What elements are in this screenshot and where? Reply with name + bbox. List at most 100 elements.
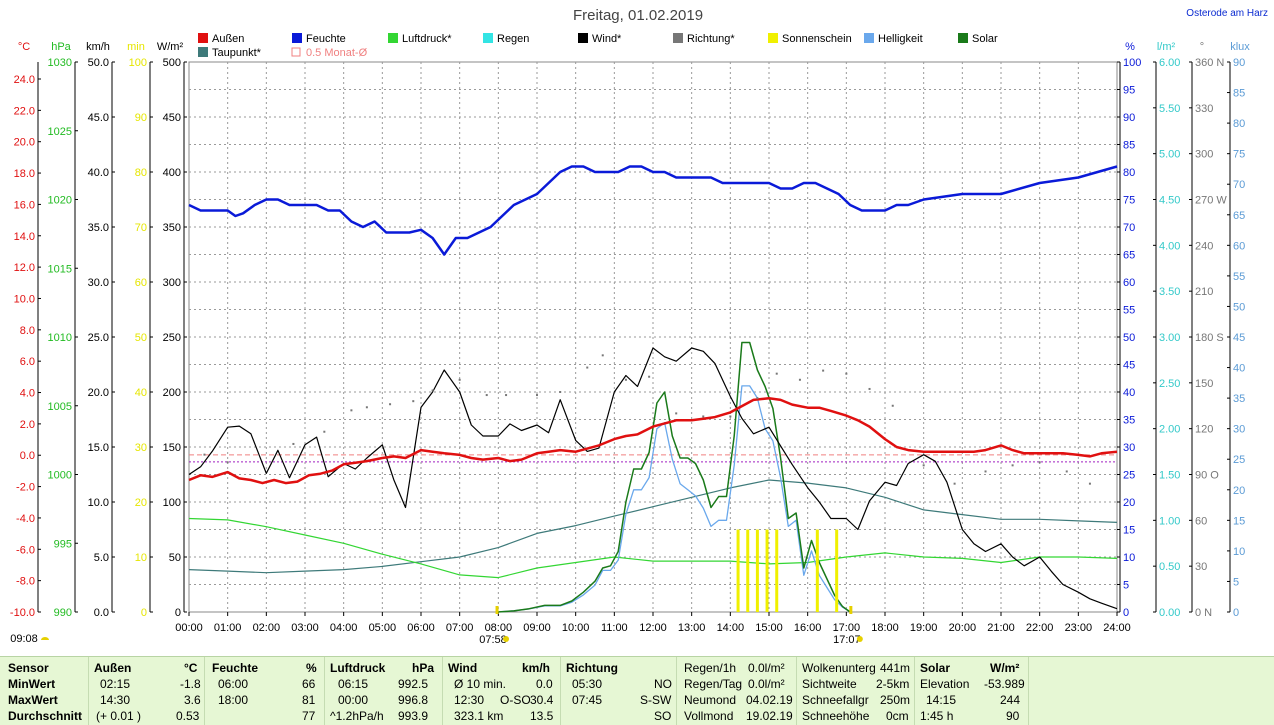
axis-tick-label: 0: [1123, 607, 1129, 619]
axis-tick-label: 50.0: [88, 57, 109, 69]
axis-tick-label: 5: [1233, 576, 1239, 588]
x-tick-label: 12:00: [639, 622, 667, 634]
axis-tick-label: 100: [129, 57, 147, 69]
x-tick-label: 15:00: [755, 622, 783, 634]
series-feuchte: [188, 165, 1118, 256]
axis-tick-label: 0: [1233, 607, 1239, 619]
richtung-max-value: S-SW: [640, 693, 672, 707]
direction-point: [648, 375, 651, 378]
solar-unit: W/m²: [990, 661, 1020, 675]
axis-unit-4: W/m²: [157, 41, 184, 53]
axis-tick-label: -2.0: [16, 482, 35, 494]
direction-point: [1065, 470, 1068, 473]
solar-max-time: 14:15: [926, 693, 957, 707]
axis-unit-r0: %: [1125, 41, 1135, 53]
direction-point: [292, 442, 295, 445]
axes: °C 24.0 22.0 20.0 18.0 16.0 14.0 12.0 10.0 8.0 6.0…: [10, 41, 1250, 619]
feuchte-min-time: 06:00: [218, 677, 249, 691]
axis-tick-label: 75: [1123, 195, 1135, 207]
x-tick-label: 20:00: [949, 622, 977, 634]
axis-tick-label: 0: [175, 607, 181, 619]
marks: [188, 165, 1118, 613]
feuchte-max-value: 81: [302, 693, 316, 707]
direction-point: [775, 372, 778, 375]
series-line: [497, 385, 851, 613]
axis-tick-label: 300: [1195, 149, 1213, 161]
axis-tick-label: 0: [141, 607, 147, 619]
axis-tick-label: 360 N: [1195, 57, 1224, 69]
axis-tick-label: 90: [1233, 57, 1245, 69]
legend: Außen Feuchte Luftdruck* Regen Wind* Richtung…: [198, 33, 998, 59]
axis-tick-label: 40: [1233, 363, 1245, 375]
series-taupunkt: [188, 479, 1118, 574]
info-schneefall-label: Schneefallgr: [802, 693, 869, 707]
axis-tick-label: 0.0: [20, 450, 35, 462]
axis-tick-label: 0.00: [1159, 607, 1180, 619]
col-header-richtung: Richtung: [566, 661, 618, 675]
direction-point: [412, 400, 415, 403]
axis-tick-label: 180 S: [1195, 332, 1224, 344]
axis-tick-label: 85: [1123, 140, 1135, 152]
axis-tick-label: 1005: [48, 401, 72, 413]
axis-tick-label: 240: [1195, 240, 1213, 252]
sunshine-bar: [775, 529, 779, 612]
direction-point: [586, 366, 589, 369]
richtung-avg-value: SO: [654, 709, 672, 723]
axis-tick-label: 14.0: [14, 231, 35, 243]
legend-label: Richtung*: [687, 33, 735, 45]
luftdruck-min-time: 06:15: [338, 677, 369, 691]
x-tick-label: 23:00: [1065, 622, 1093, 634]
axis-tick-label: 10.0: [14, 293, 35, 305]
axis-tick-label: 80: [1123, 167, 1135, 179]
axis-tick-label: -6.0: [16, 544, 35, 556]
axis-tick-label: 25: [1233, 454, 1245, 466]
axis-tick-label: -8.0: [16, 576, 35, 588]
info-schneehoehe-label: Schneehöhe: [802, 709, 870, 723]
x-tick-label: 16:00: [794, 622, 822, 634]
x-tick-label: 07:00: [446, 622, 474, 634]
col-header-luftdruck: Luftdruck: [330, 661, 386, 675]
legend-swatch: [291, 47, 301, 57]
direction-point: [536, 394, 538, 397]
direction-point: [559, 391, 562, 393]
info-regen1h-label: Regen/1h: [684, 661, 737, 675]
axis-tick-label: 4.0: [20, 388, 35, 400]
moon-icon: [41, 637, 49, 640]
axis-tick-label: 995: [54, 538, 72, 550]
sunset-marker: [849, 606, 853, 614]
axis-tick-label: 18.0: [14, 168, 35, 180]
axis-tick-label: 8.0: [20, 325, 35, 337]
legend-swatch: [673, 33, 683, 43]
axis-tick-label: 12.0: [14, 262, 35, 274]
legend-label: Außen: [212, 33, 244, 45]
x-tick-label: 02:00: [253, 622, 281, 634]
axis-unit-r1: l/m²: [1157, 41, 1176, 53]
x-tick-label: 17:00: [833, 622, 861, 634]
axis-tick-label: 55: [1233, 271, 1245, 283]
axis-tick-label: 24.0: [14, 74, 35, 86]
x-tick-label: 00:00: [175, 622, 203, 634]
axis-tick-label: 35.0: [88, 222, 109, 234]
axis-tick-label: 2.0: [20, 419, 35, 431]
axis-tick-label: 90: [1123, 112, 1135, 124]
direction-point: [505, 394, 508, 397]
sunshine-bar: [746, 529, 750, 612]
axis-tick-label: 120: [1195, 424, 1213, 436]
axis-tick-label: 300: [163, 277, 181, 289]
axis-tick-label: 50: [135, 332, 147, 344]
axis-tick-label: 1015: [48, 263, 72, 275]
direction-point: [350, 409, 353, 412]
wind-avg10-value: 0.0: [536, 677, 553, 691]
legend-swatch: [578, 33, 588, 43]
direction-point: [675, 412, 678, 415]
direction-point: [323, 430, 326, 433]
axis-tick-label: 3.50: [1159, 286, 1180, 298]
legend-swatch: [768, 33, 778, 43]
axis-tick-label: 75: [1233, 149, 1245, 161]
info-schneefall-value: 250m: [880, 693, 911, 707]
axis-tick-label: 2.00: [1159, 424, 1180, 436]
x-tick-label: 21:00: [987, 622, 1015, 634]
axis-tick-label: 1025: [48, 126, 72, 138]
sunset-label: 17:07: [833, 634, 861, 646]
axis-tick-label: 25: [1123, 470, 1135, 482]
